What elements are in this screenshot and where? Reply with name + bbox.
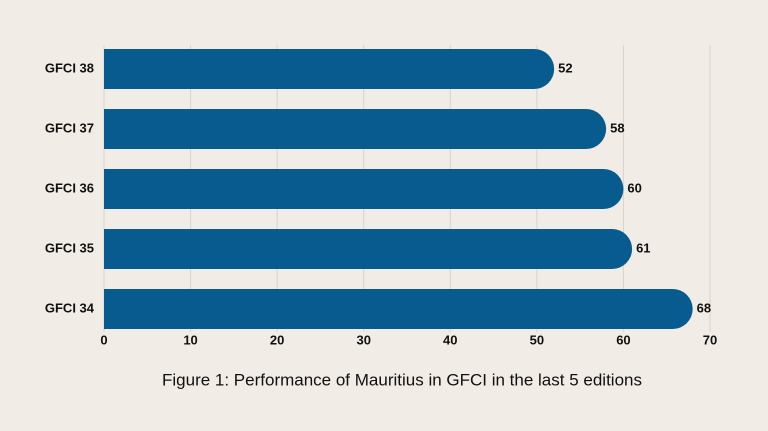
x-tick-label: 20 bbox=[270, 332, 284, 347]
x-tick-label: 0 bbox=[100, 332, 107, 347]
bar bbox=[104, 229, 633, 269]
x-tick-label: 10 bbox=[183, 332, 197, 347]
y-tick-label: GFCI 36 bbox=[45, 180, 94, 195]
bar bbox=[104, 169, 624, 209]
x-tick-label: 50 bbox=[530, 332, 544, 347]
y-tick-label: GFCI 38 bbox=[45, 60, 94, 75]
x-tick-label: 70 bbox=[703, 332, 717, 347]
x-tick-label: 60 bbox=[616, 332, 630, 347]
value-label: 52 bbox=[558, 60, 572, 75]
value-label: 58 bbox=[610, 120, 624, 135]
y-tick-label: GFCI 34 bbox=[45, 300, 95, 315]
value-label: 68 bbox=[697, 300, 711, 315]
bar bbox=[104, 49, 555, 89]
value-label: 61 bbox=[636, 240, 650, 255]
bar bbox=[104, 109, 607, 149]
x-tick-label: 30 bbox=[356, 332, 370, 347]
x-tick-label: 40 bbox=[443, 332, 457, 347]
y-tick-label: GFCI 35 bbox=[45, 240, 94, 255]
chart-title: Figure 1: Performance of Mauritius in GF… bbox=[162, 370, 642, 389]
bar bbox=[104, 289, 693, 329]
y-tick-label: GFCI 37 bbox=[45, 120, 94, 135]
value-label: 60 bbox=[627, 180, 641, 195]
